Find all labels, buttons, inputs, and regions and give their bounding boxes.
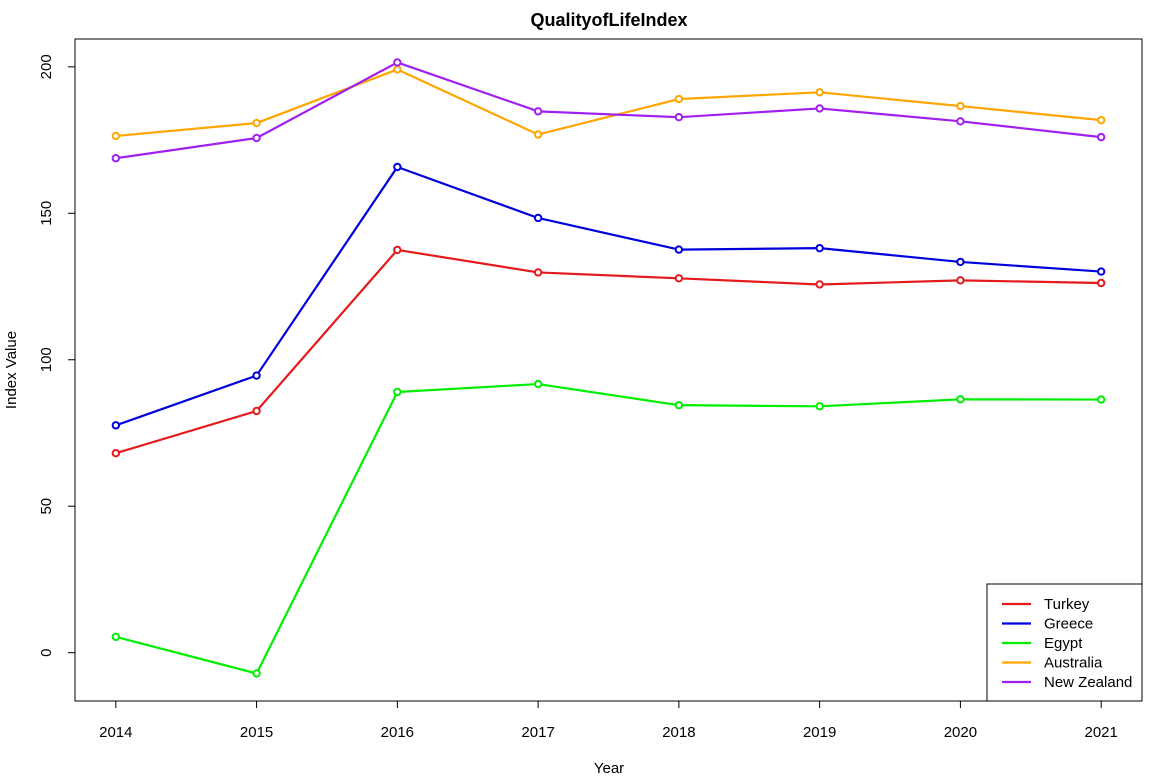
legend-label-greece: Greece: [1044, 616, 1093, 633]
y-tick-label-150: 150: [38, 201, 55, 226]
series-greece: [111, 162, 1106, 430]
y-axis-label: Index Value: [3, 331, 20, 409]
point-egypt-2021: [1096, 395, 1106, 404]
point-turkey-2019: [815, 280, 824, 289]
point-egypt-2017: [533, 379, 543, 389]
point-new-zealand-2020: [956, 117, 965, 126]
x-tick-label-2016: 2016: [381, 724, 414, 741]
y-tick-label-50: 50: [38, 498, 55, 515]
point-australia-2015: [252, 118, 261, 128]
point-australia-2016: [393, 65, 402, 74]
point-turkey-2018: [674, 274, 684, 283]
point-turkey-2020: [956, 276, 965, 285]
legend-label-egypt: Egypt: [1044, 635, 1083, 652]
point-greece-2014: [111, 421, 121, 430]
legend-label-new-zealand: New Zealand: [1044, 674, 1132, 691]
point-turkey-2016: [393, 245, 402, 255]
series-line-turkey: [115, 248, 1102, 455]
y-tick-label-200: 200: [38, 54, 55, 79]
point-greece-2019: [815, 243, 824, 253]
point-new-zealand-2021: [1096, 132, 1106, 142]
series-line-greece: [115, 165, 1102, 427]
x-tick-label-2021: 2021: [1084, 724, 1117, 741]
chart-title: QualityofLifeIndex: [530, 10, 687, 30]
point-turkey-2021: [1096, 278, 1106, 288]
point-egypt-2016: [393, 387, 402, 397]
series-turkey: [111, 245, 1106, 458]
y-axis: 0 50 100 150 200: [38, 54, 76, 657]
point-egypt-2014: [111, 632, 121, 642]
y-tick-label-100: 100: [38, 347, 55, 372]
point-australia-2018: [674, 94, 684, 104]
series-line-australia: [115, 68, 1102, 138]
x-axis-label: Year: [594, 760, 624, 776]
x-tick-label-2017: 2017: [521, 724, 554, 741]
point-turkey-2014: [111, 448, 121, 458]
point-new-zealand-2017: [533, 107, 543, 116]
point-greece-2015: [252, 371, 261, 380]
point-egypt-2015: [252, 669, 261, 678]
plot-frame: [74, 38, 1143, 702]
point-new-zealand-2016: [393, 58, 402, 67]
point-new-zealand-2019: [815, 104, 824, 113]
point-greece-2017: [533, 213, 543, 223]
point-greece-2016: [393, 162, 402, 172]
x-tick-label-2014: 2014: [99, 724, 132, 741]
point-turkey-2015: [252, 406, 261, 416]
point-new-zealand-2015: [252, 133, 261, 143]
x-tick-label-2020: 2020: [944, 724, 977, 741]
series-australia: [111, 65, 1106, 141]
point-turkey-2017: [533, 268, 543, 277]
legend-label-turkey: Turkey: [1044, 596, 1090, 613]
series-new-zealand: [111, 58, 1106, 163]
series-line-new-zealand: [115, 61, 1102, 160]
x-tick-label-2019: 2019: [803, 724, 836, 741]
point-egypt-2018: [674, 400, 684, 410]
point-australia-2020: [956, 101, 965, 111]
legend-label-australia: Australia: [1044, 655, 1103, 672]
point-australia-2017: [533, 130, 543, 139]
point-australia-2021: [1096, 115, 1106, 125]
x-axis: 2014 2015 2016 2017 2018 2019 2020 2021: [99, 700, 1118, 741]
series-layer: [111, 58, 1106, 678]
point-greece-2018: [674, 245, 684, 254]
point-greece-2021: [1096, 267, 1106, 276]
point-new-zealand-2014: [111, 154, 121, 163]
series-egypt: [111, 379, 1106, 678]
x-tick-label-2015: 2015: [240, 724, 273, 741]
x-tick-label-2018: 2018: [662, 724, 695, 741]
series-line-egypt: [115, 382, 1102, 675]
legend: Turkey Greece Egypt Australia New Zealand: [986, 583, 1143, 702]
point-egypt-2020: [956, 395, 965, 404]
point-australia-2014: [111, 131, 121, 141]
y-tick-label-0: 0: [38, 648, 55, 656]
point-australia-2019: [815, 88, 824, 97]
point-new-zealand-2018: [674, 113, 684, 122]
point-greece-2020: [956, 257, 965, 267]
point-egypt-2019: [815, 402, 824, 411]
